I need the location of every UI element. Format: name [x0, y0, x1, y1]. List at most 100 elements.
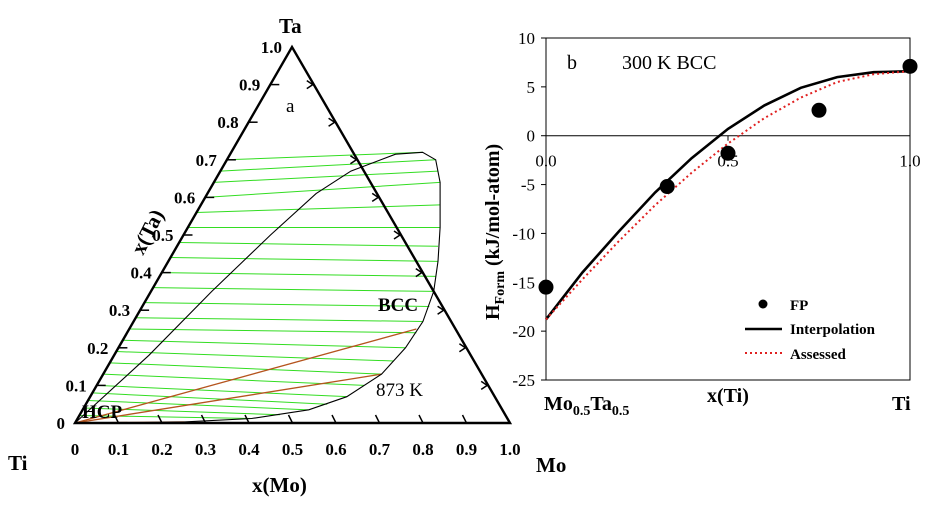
x-tick-label: 0.0: [535, 152, 556, 171]
tick-label-ta: 0.7: [196, 151, 218, 170]
x-end-label-mo: Mo: [544, 393, 573, 415]
tick-label-ta: 0.8: [217, 113, 238, 132]
tick-bottom: [374, 414, 381, 424]
tie-line-green: [170, 257, 439, 262]
tick-label-ta: 1.0: [261, 38, 282, 57]
tick-bottom: [331, 414, 337, 424]
fp-point: [720, 145, 736, 161]
tick-right: [349, 155, 358, 165]
tick-label-ta: 0.6: [174, 188, 195, 207]
tick-label-mo: 0.4: [238, 440, 260, 459]
tie-line-green: [161, 272, 436, 277]
fp-point: [538, 279, 554, 295]
tick-bottom: [200, 414, 207, 424]
tick-label-mo: 0: [71, 440, 80, 459]
y-axis-label-tail: (kJ/mol-atom): [482, 144, 504, 271]
tie-line-green: [129, 328, 417, 334]
y-axis-label-main: H: [482, 304, 504, 320]
tick-right: [458, 343, 467, 353]
tick-label-mo: 0.2: [151, 440, 172, 459]
bcc-phase-boundary: [74, 151, 441, 424]
y-axis-label-sub: Form: [493, 271, 508, 305]
ternary-ticks: [96, 79, 489, 424]
tick-right: [306, 79, 315, 90]
tick-label-mo: 0.7: [369, 440, 391, 459]
panel-label-b: b: [567, 52, 577, 74]
tick-right: [415, 267, 424, 278]
y-axis-ticks: 10 5 0 -5 -10 -15 -20 -25: [512, 29, 546, 390]
x-tick-label: 1.0: [899, 152, 920, 171]
x-end-label-sub1: 0.5: [573, 404, 591, 419]
axis-label-mo: x(Mo): [252, 473, 307, 497]
fp-point: [902, 58, 918, 74]
tick-bottom: [287, 414, 294, 424]
vertex-label-mo: Mo: [536, 453, 566, 477]
tick-bottom: [418, 414, 424, 424]
tick-label-ta: 0.4: [131, 264, 153, 283]
tick-right: [371, 192, 380, 203]
tick-label-mo: 0.8: [412, 440, 433, 459]
tie-line-brown: [74, 373, 382, 424]
legend-interpolation-label: Interpolation: [790, 322, 876, 338]
y-tick-label: 5: [527, 78, 536, 97]
temperature-label: 873 K: [376, 380, 423, 401]
tie-line-green: [220, 159, 436, 172]
tick-bottom: [244, 414, 250, 424]
tie-line-green: [179, 242, 438, 247]
tie-line-green: [87, 399, 309, 411]
tick-label-ta: 0.9: [239, 76, 260, 95]
tick-label-ta: 0.1: [65, 376, 86, 395]
tie-line-green: [153, 287, 434, 292]
y-tick-label: -20: [512, 322, 535, 341]
tick-right: [328, 117, 336, 127]
legend-fp-marker: [758, 299, 768, 309]
vertex-label-ta: Ta: [279, 14, 302, 38]
tick-bottom: [461, 414, 468, 424]
tick-label-ta: 0.3: [109, 301, 130, 320]
tick-bottom: [157, 414, 163, 424]
tie-line-green: [116, 351, 394, 362]
tie-line-green: [96, 384, 347, 398]
tie-line-green: [226, 151, 423, 161]
tie-line-green: [79, 414, 252, 419]
y-axis-label: HForm (kJ/mol-atom): [482, 144, 508, 320]
x-end-label-left: Mo0.5Ta0.5: [544, 393, 629, 419]
tick-right: [393, 230, 402, 240]
plot-frame: [545, 37, 911, 381]
tick-label-mo: 1.0: [499, 440, 520, 459]
tie-line-green: [109, 362, 382, 375]
tick-label-mo: 0.1: [108, 440, 129, 459]
tick-label-mo: 0.6: [325, 440, 346, 459]
tick-label-ta: 0.2: [87, 339, 108, 358]
y-tick-label: -15: [512, 273, 535, 292]
vertex-label-ti: Ti: [8, 451, 28, 475]
legend: FP Interpolation Assessed: [745, 298, 876, 363]
tie-line-green: [122, 339, 406, 349]
ternary-tick-labels: 000.10.10.20.20.30.30.40.40.50.50.60.60.…: [57, 38, 521, 459]
phase-label-bcc: BCC: [378, 295, 418, 316]
x-end-label-sub2: 0.5: [612, 404, 630, 419]
y-tick-label: 0: [527, 127, 536, 146]
y-tick-label: 10: [518, 29, 535, 48]
tie-line-brown: [74, 328, 417, 424]
tick-right: [437, 305, 445, 315]
tick-bottom: [113, 414, 120, 424]
tie-line-green: [135, 317, 423, 322]
y-tick-label: -5: [521, 176, 535, 195]
chart-title: 300 K BCC: [622, 52, 716, 74]
tie-line-green: [196, 204, 441, 213]
x-axis-ticks: 0.0 0.5 1.0: [535, 135, 921, 171]
x-axis-label: x(Ti): [707, 385, 749, 407]
panel-label-a: a: [286, 96, 295, 117]
fp-point: [811, 102, 827, 118]
legend-fp-label: FP: [790, 298, 808, 314]
x-end-label-ta: Ta: [590, 393, 612, 415]
series-fp-points: [538, 58, 918, 295]
legend-assessed-label: Assessed: [790, 347, 846, 363]
tick-label-mo: 0.3: [195, 440, 216, 459]
tick-label-mo: 0.9: [456, 440, 477, 459]
series-interpolation-line: [544, 69, 911, 321]
tie-line-green: [144, 302, 430, 307]
